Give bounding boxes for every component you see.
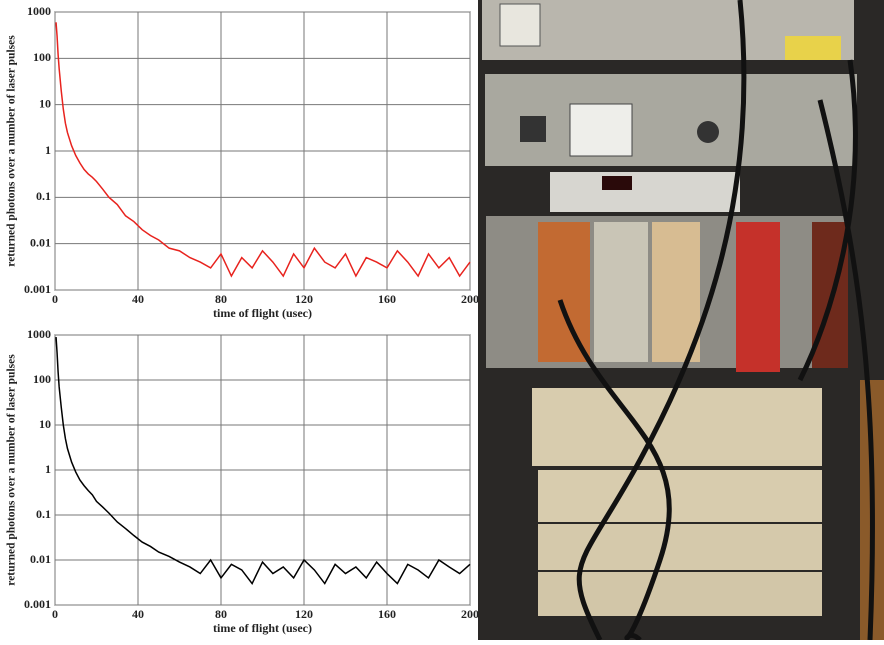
x-tick-label: 80: [215, 292, 227, 306]
y-tick-label: 1: [45, 462, 51, 476]
meter: [569, 103, 633, 157]
x-tick-label: 160: [378, 292, 396, 306]
x-tick-label: 40: [132, 607, 144, 621]
module: [538, 222, 590, 362]
y-tick-label: 1000: [27, 327, 51, 341]
y-tick-label: 0.001: [24, 597, 51, 611]
y-axis-label: returned photons over a number of laser …: [6, 354, 18, 586]
x-tick-label: 0: [52, 607, 58, 621]
y-tick-label: 10: [39, 417, 51, 431]
chart: 0.001 0.01 0.1 1 10 100 1000 0 40 80 120 160 200 time…: [6, 327, 479, 635]
module: [594, 222, 648, 362]
x-tick-label: 200: [461, 292, 479, 306]
cables: [557, 0, 876, 642]
chart: 0.001 0.01 0.1 1 10 100 1000 0 40 80 120 160 200 time…: [6, 4, 479, 320]
y-tick-label: 10: [39, 96, 51, 110]
y-tick-label: 1000: [27, 4, 51, 18]
x-tick-label: 200: [461, 607, 479, 621]
mcs-unit: [538, 524, 822, 570]
module: [652, 222, 700, 362]
panel: [485, 74, 857, 166]
y-tick-label: 0.1: [36, 507, 51, 521]
mcs-unit: [538, 470, 822, 522]
display: [602, 176, 632, 190]
display: [520, 116, 546, 142]
x-tick-label: 120: [295, 292, 313, 306]
photo: [478, 0, 884, 642]
x-axis-label: time of flight (usec): [213, 306, 312, 320]
y-tick-label: 100: [33, 50, 51, 64]
y-tick-label: 0.01: [30, 235, 51, 249]
x-tick-label: 120: [295, 607, 313, 621]
x-tick-label: 40: [132, 292, 144, 306]
meter: [499, 3, 541, 47]
y-tick-label: 0.1: [36, 189, 51, 203]
y-tick-label: 100: [33, 372, 51, 386]
label-plate: [785, 36, 841, 60]
x-tick-label: 160: [378, 607, 396, 621]
y-tick-label: 0.01: [30, 552, 51, 566]
data-line: [55, 337, 471, 585]
mcs-unit: [532, 388, 822, 466]
x-tick-label: 0: [52, 292, 58, 306]
module: [736, 222, 780, 372]
y-tick-label: 1: [45, 143, 51, 157]
x-axis-label: time of flight (usec): [213, 621, 312, 635]
data-line: [55, 22, 471, 278]
y-tick-label: 0.001: [24, 282, 51, 296]
y-axis-label: returned photons over a number of laser …: [6, 35, 18, 267]
knob: [697, 121, 719, 143]
counter-unit: [550, 172, 740, 212]
x-tick-label: 80: [215, 607, 227, 621]
